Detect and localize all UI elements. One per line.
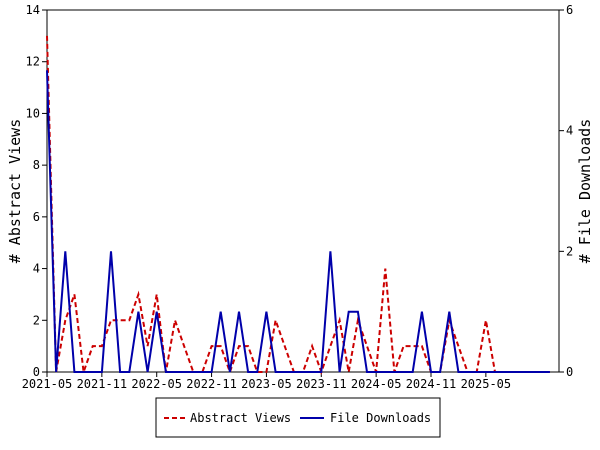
series-line-file-downloads (46, 70, 550, 373)
left-axis-title: # Abstract Views (6, 119, 24, 264)
legend-label-abstract-views: Abstract Views (190, 411, 291, 425)
series-layer (46, 35, 550, 376)
legend-label-file-downloads: File Downloads (330, 411, 431, 425)
left-tick-label: 8 (33, 158, 40, 172)
right-tick-label: 2 (566, 244, 573, 258)
x-axis: 2021-05 2021-11 2022-05 2022-11 2023-05 2023-… (22, 372, 511, 391)
x-tick-label: 2021-05 (22, 377, 73, 391)
plot-area (46, 9, 560, 373)
right-tick-label: 6 (566, 3, 573, 17)
left-tick-label: 4 (33, 262, 40, 276)
left-tick-label: 0 (33, 365, 40, 379)
x-tick-label: 2024-11 (406, 377, 457, 391)
left-axis: 0 2 4 6 8 10 12 14 (26, 3, 47, 379)
x-tick-label: 2022-05 (131, 377, 182, 391)
left-tick-label: 10 (26, 106, 40, 120)
right-axis: 0 2 4 6 (559, 3, 573, 379)
right-axis-title: # File Downloads (576, 119, 594, 264)
left-tick-label: 14 (26, 3, 40, 17)
legend: Abstract Views File Downloads (155, 397, 441, 438)
x-tick-label: 2024-05 (351, 377, 402, 391)
right-tick-label: 4 (566, 124, 573, 138)
left-tick-label: 12 (26, 55, 40, 69)
right-tick-label: 0 (566, 365, 573, 379)
x-tick-label: 2023-11 (296, 377, 347, 391)
x-tick-label: 2021-11 (77, 377, 128, 391)
x-tick-label: 2022-11 (186, 377, 237, 391)
x-tick-label: 2023-05 (241, 377, 292, 391)
left-tick-label: 2 (33, 313, 40, 327)
legend-box (155, 397, 441, 438)
x-tick-label: 2025-05 (461, 377, 512, 391)
left-tick-label: 6 (33, 210, 40, 224)
